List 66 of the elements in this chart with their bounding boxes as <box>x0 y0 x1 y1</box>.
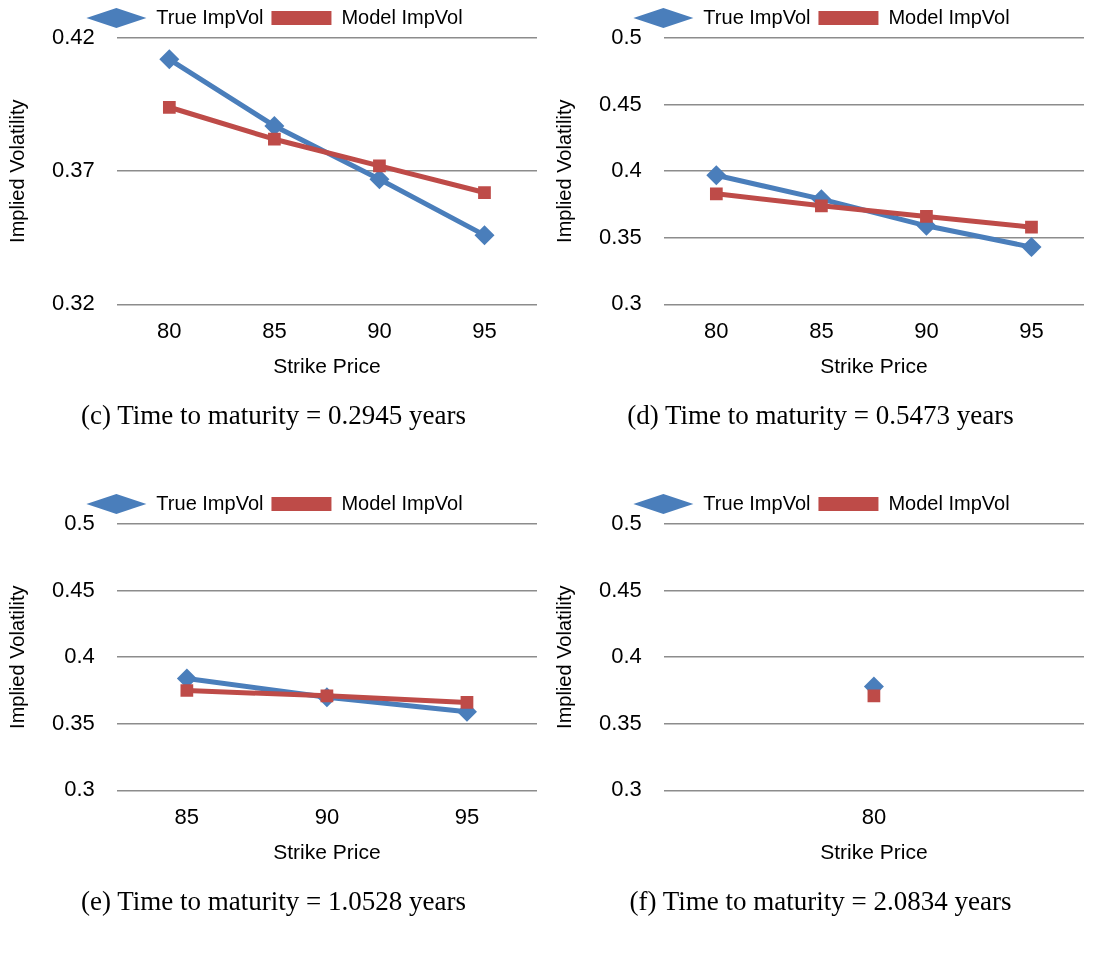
point <box>1025 220 1038 234</box>
text: (e) Time to maturity = 1.0528 years <box>80 886 467 917</box>
legend-label: Model ImpVol <box>888 5 1010 28</box>
y-tick-label: 0.45 <box>51 576 95 602</box>
text: (f) Time to maturity = 2.0834 years <box>628 886 1013 917</box>
x-axis-title: Strike Price <box>273 354 381 378</box>
y-tick-label: 0.3 <box>64 776 95 802</box>
y-tick-label: 0.45 <box>598 90 642 116</box>
x-tick-label: 90 <box>314 803 340 829</box>
legend-label: True ImpVol <box>156 5 264 28</box>
x-tick-label: 95 <box>472 317 497 343</box>
y-tick-label: 0.5 <box>64 510 95 536</box>
legend-label: True ImpVol <box>156 491 264 514</box>
y-axis-title: Implied Volatility <box>552 99 575 243</box>
y-axis-title: Implied Volatility <box>5 585 28 729</box>
point <box>478 186 491 199</box>
y-tick-label: 0.4 <box>64 643 95 669</box>
y-tick-label: 0.32 <box>51 290 95 316</box>
y-tick-label: 0.37 <box>51 157 95 183</box>
x-tick-label: 80 <box>704 317 729 343</box>
y-tick-label: 0.45 <box>598 576 642 602</box>
point <box>180 684 194 697</box>
y-tick-label: 0.4 <box>611 157 642 183</box>
y-tick-label: 0.35 <box>598 223 642 249</box>
legend-label: True ImpVol <box>703 491 811 514</box>
point <box>369 169 390 190</box>
x-tick-label: 85 <box>174 803 200 829</box>
x-tick-label: 85 <box>809 317 834 343</box>
x-tick-label: 95 <box>1019 317 1044 343</box>
y-tick-label: 0.3 <box>611 776 642 802</box>
x-tick-label: 90 <box>367 317 392 343</box>
point <box>706 165 727 186</box>
y-tick-label: 0.35 <box>598 709 642 735</box>
y-tick-label: 0.5 <box>611 510 642 536</box>
legend-label: Model ImpVol <box>341 5 463 28</box>
legend-label: True ImpVol <box>703 5 811 28</box>
y-tick-label: 0.35 <box>51 709 95 735</box>
point <box>1021 237 1042 258</box>
legend-label: Model ImpVol <box>341 491 463 514</box>
text: (d) Time to maturity = 0.5473 years <box>626 400 1015 431</box>
y-tick-label: 0.4 <box>611 643 642 669</box>
x-tick-label: 80 <box>157 317 182 343</box>
x-tick-label: 95 <box>454 803 480 829</box>
x-axis-title: Strike Price <box>820 840 928 864</box>
x-tick-label: 80 <box>861 803 887 829</box>
point <box>162 100 176 114</box>
legend-label: Model ImpVol <box>888 491 1010 514</box>
y-tick-label: 0.42 <box>51 24 95 50</box>
x-axis-title: Strike Price <box>273 840 381 864</box>
point <box>815 199 828 213</box>
x-tick-label: 85 <box>262 317 287 343</box>
point <box>264 115 285 136</box>
y-axis-title: Implied Volatility <box>5 99 28 243</box>
x-tick-label: 90 <box>914 317 939 343</box>
point <box>920 210 933 223</box>
y-tick-label: 0.3 <box>611 290 642 316</box>
point <box>268 132 281 146</box>
point <box>460 696 474 709</box>
y-tick-label: 0.5 <box>611 24 642 50</box>
point <box>474 225 495 246</box>
y-axis-title: Implied Volatility <box>552 585 575 729</box>
point <box>159 49 180 70</box>
text: (c) Time to maturity = 0.2945 years <box>80 400 467 431</box>
point <box>709 187 723 201</box>
x-axis-title: Strike Price <box>820 354 928 378</box>
point <box>373 159 386 173</box>
